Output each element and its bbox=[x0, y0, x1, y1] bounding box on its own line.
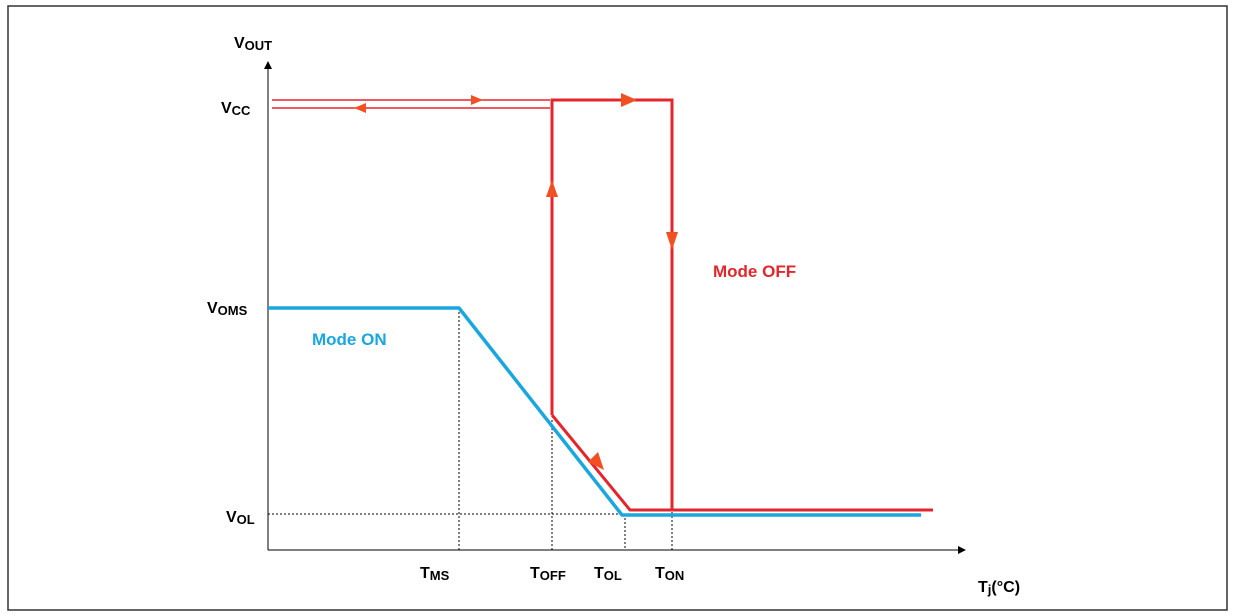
arrow-right-upper-line bbox=[471, 95, 483, 105]
mode-off-label: Mode OFF bbox=[713, 262, 796, 281]
vol-label: VOL bbox=[226, 509, 255, 527]
x-axis-label: Tj(°C) bbox=[978, 579, 1020, 597]
figure-frame bbox=[7, 5, 1228, 611]
direction-arrows bbox=[354, 93, 678, 470]
voms-label: VOMS bbox=[207, 300, 248, 318]
arrow-right-top bbox=[621, 93, 637, 107]
mode-off-return-curve bbox=[550, 414, 933, 512]
y-axis-label: VOUT bbox=[234, 35, 272, 53]
toff-label: TOFF bbox=[530, 565, 566, 583]
guide-lines bbox=[268, 308, 673, 550]
vcc-label: VCC bbox=[221, 100, 251, 118]
tms-label: TMS bbox=[420, 565, 450, 583]
mode-on-label: Mode ON bbox=[312, 330, 387, 349]
mode-on-curve bbox=[268, 306, 921, 517]
ton-label: TON bbox=[655, 565, 684, 583]
arrow-down-ton bbox=[666, 232, 678, 250]
mode-off-loop bbox=[550, 98, 674, 510]
tol-label: TOL bbox=[594, 565, 622, 583]
arrow-up-toff bbox=[546, 180, 558, 197]
arrow-left-lower-line bbox=[354, 103, 366, 113]
arrow-up-slope bbox=[588, 452, 604, 470]
